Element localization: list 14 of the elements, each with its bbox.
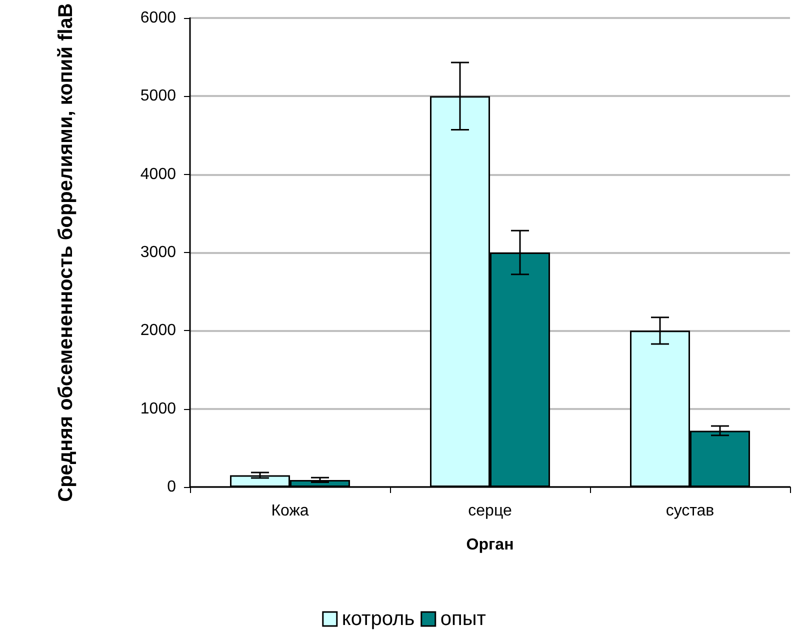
y-tick-label: 1000 bbox=[140, 400, 176, 418]
legend-label: опыт bbox=[440, 608, 486, 630]
x-tick-label: Кожа bbox=[271, 502, 309, 520]
y-tick-label: 0 bbox=[167, 478, 176, 496]
y-tick-label: 6000 bbox=[140, 10, 176, 26]
x-axis-title: Орган bbox=[466, 536, 514, 554]
legend-label: котроль bbox=[342, 608, 415, 630]
y-tick-label: 4000 bbox=[140, 166, 176, 183]
x-tick-label: серце bbox=[468, 502, 512, 520]
y-tick-label: 5000 bbox=[140, 88, 176, 105]
y-tick-label: 2000 bbox=[140, 322, 176, 340]
y-tick-label: 3000 bbox=[140, 244, 176, 261]
x-tick-label: сустав bbox=[666, 502, 714, 520]
y-axis-title: Средняя обсемененность боррелиями, копий flaB bbox=[55, 3, 77, 502]
